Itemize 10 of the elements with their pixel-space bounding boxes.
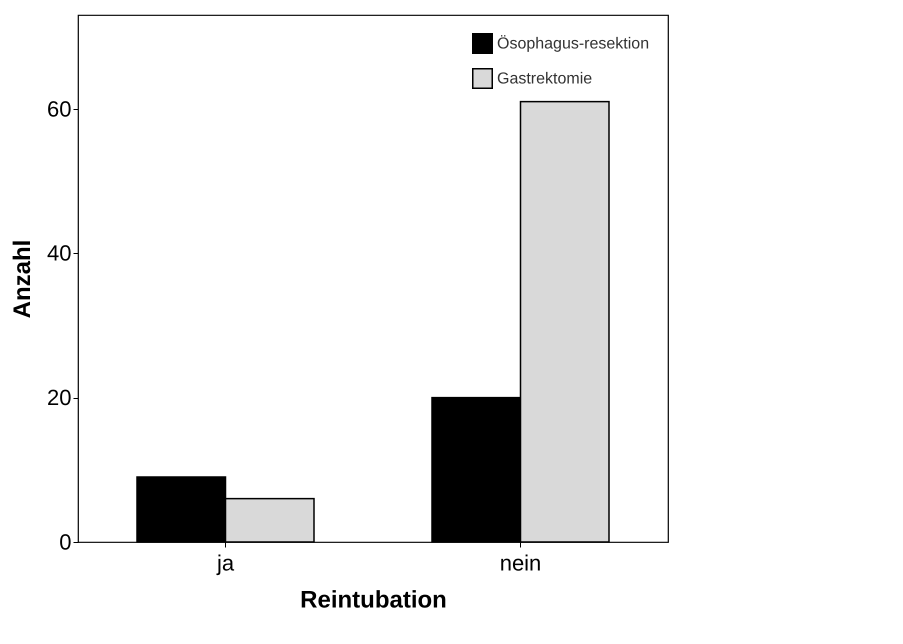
x-tick-label: nein — [500, 550, 542, 576]
y-tick-label: 0 — [59, 530, 72, 554]
x-tick-label: ja — [216, 550, 235, 576]
y-tick-label: 60 — [47, 96, 72, 122]
x-axis-title: Reintubation — [300, 586, 447, 614]
legend-label: Ösophagus-resektion — [497, 34, 650, 52]
y-tick-label: 40 — [47, 240, 72, 266]
y-axis-title: Anzahl — [9, 240, 36, 318]
y-tick-label: 20 — [47, 385, 72, 410]
legend-label: Gastrektomie — [497, 70, 592, 88]
